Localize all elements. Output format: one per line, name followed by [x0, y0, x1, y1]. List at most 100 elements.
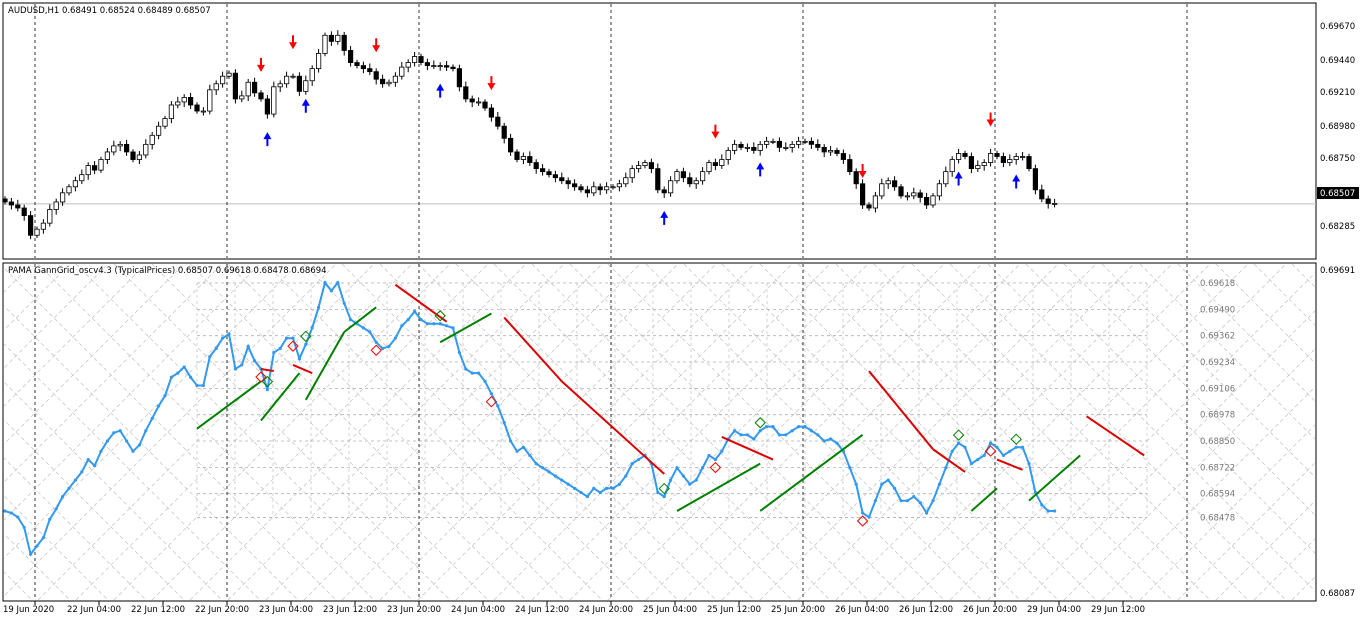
oscillator-point: [777, 433, 782, 437]
candle-body: [1007, 159, 1013, 163]
candle-body: [507, 137, 514, 153]
grid-diagonal: [303, 264, 641, 600]
oscillator-point: [739, 433, 743, 437]
signal-diamond-icon: [287, 340, 299, 352]
candle-body: [98, 159, 104, 171]
price-label: 0.68750: [1320, 154, 1355, 164]
oscillator-point: [387, 344, 391, 348]
candle-body: [482, 101, 488, 109]
oscillator-point: [937, 482, 942, 486]
candle-body: [988, 153, 994, 163]
candle-body: [917, 192, 923, 198]
candle-body: [213, 83, 219, 91]
grid-diagonal: [531, 264, 869, 600]
oscillator-point: [733, 429, 737, 433]
candle-body: [405, 62, 411, 68]
candle-body: [194, 104, 200, 112]
oscillator-point: [707, 453, 711, 458]
oscillator-point: [80, 470, 84, 474]
candle-body: [719, 159, 725, 166]
grid-diagonal: [911, 264, 1249, 600]
oscillator-point: [848, 466, 852, 470]
oscillator-point: [489, 392, 493, 396]
oscillator-point: [144, 429, 148, 433]
grid-diagonal: [1215, 264, 1315, 364]
main-chart-panel[interactable]: [2, 2, 1317, 260]
candle-body: [949, 159, 955, 173]
oscillator-point: [553, 474, 558, 478]
uptrend-segment: [970, 487, 998, 512]
candle-body: [789, 143, 795, 148]
candle-body: [392, 75, 399, 83]
candle-body: [655, 168, 661, 191]
oscillator-point: [669, 478, 673, 482]
price-axis[interactable]: 0.69670 0.69440 0.69210 0.68980 0.68750 …: [1317, 22, 1359, 599]
candle-body: [341, 34, 347, 51]
downtrend-segment: [932, 448, 966, 473]
oscillator-point: [905, 499, 910, 503]
grid-diagonal: [417, 264, 755, 600]
oscillator-point: [208, 355, 212, 359]
candle-body: [373, 71, 379, 80]
oscillator-point: [137, 443, 141, 447]
oscillator-point: [477, 371, 481, 375]
candle-body: [642, 162, 648, 166]
candle-body: [136, 154, 142, 160]
candle-body: [924, 197, 930, 206]
oscillator-point: [816, 433, 820, 437]
indicator-panel[interactable]: [2, 262, 1317, 602]
candle-body: [700, 171, 706, 182]
candle-body: [175, 101, 181, 106]
grid-level-label: 0.68850: [1200, 437, 1235, 447]
candle-body: [443, 65, 450, 68]
time-label: 23 Jun 20:00: [387, 605, 441, 615]
candle-body: [104, 151, 110, 160]
grid-level-label: 0.69362: [1200, 332, 1235, 342]
grid-diagonal: [265, 264, 603, 600]
candle-body: [418, 56, 424, 63]
candle-body: [802, 140, 808, 143]
candle-body: [475, 101, 482, 104]
oscillator-point: [573, 486, 577, 490]
oscillator-point: [982, 453, 986, 458]
oscillator-point: [118, 429, 122, 433]
candle-body: [610, 186, 616, 189]
grid-diagonal: [493, 264, 831, 600]
oscillator-point: [925, 511, 929, 515]
grid-diagonal: [1025, 310, 1315, 600]
time-axis[interactable]: 19 Jun 2020 22 Jun 04:00 22 Jun 12:00 22 Ju…: [3, 601, 1145, 615]
candle-body: [232, 72, 238, 100]
candle-body: [283, 75, 290, 85]
signal-diamond-icon: [255, 371, 267, 383]
candle-body: [66, 186, 72, 194]
grid-diagonal: [759, 264, 1097, 600]
oscillator-point: [285, 336, 289, 340]
grid-diagonal: [1101, 386, 1315, 600]
oscillator-point: [528, 453, 532, 458]
signal-diamond-icon: [370, 344, 382, 356]
oscillator-lines: [3, 280, 1145, 557]
buy-arrow-icon: [301, 98, 310, 113]
candle-body: [92, 165, 98, 171]
candle-body: [808, 140, 815, 145]
oscillator-point: [752, 437, 756, 441]
signal-diamond-icon: [485, 395, 498, 408]
candle-body: [34, 228, 40, 236]
oscillator-point: [9, 511, 13, 515]
time-label: 29 Jun 12:00: [1091, 605, 1145, 615]
oscillator-point: [419, 318, 423, 322]
candle-body: [693, 180, 699, 185]
candle-body: [604, 186, 610, 191]
grid-diagonal: [37, 264, 375, 600]
candle-body: [860, 183, 866, 206]
grid-diagonal: [75, 264, 413, 600]
grid-diagonal: [1139, 264, 1315, 440]
grid-diagonal: [835, 264, 1173, 600]
candle-body: [904, 195, 911, 198]
candle-body: [495, 116, 501, 127]
oscillator-point: [176, 371, 180, 375]
oscillator-point: [457, 350, 461, 355]
grid-diagonal: [4, 533, 71, 600]
buy-arrow-icon: [1012, 174, 1021, 189]
